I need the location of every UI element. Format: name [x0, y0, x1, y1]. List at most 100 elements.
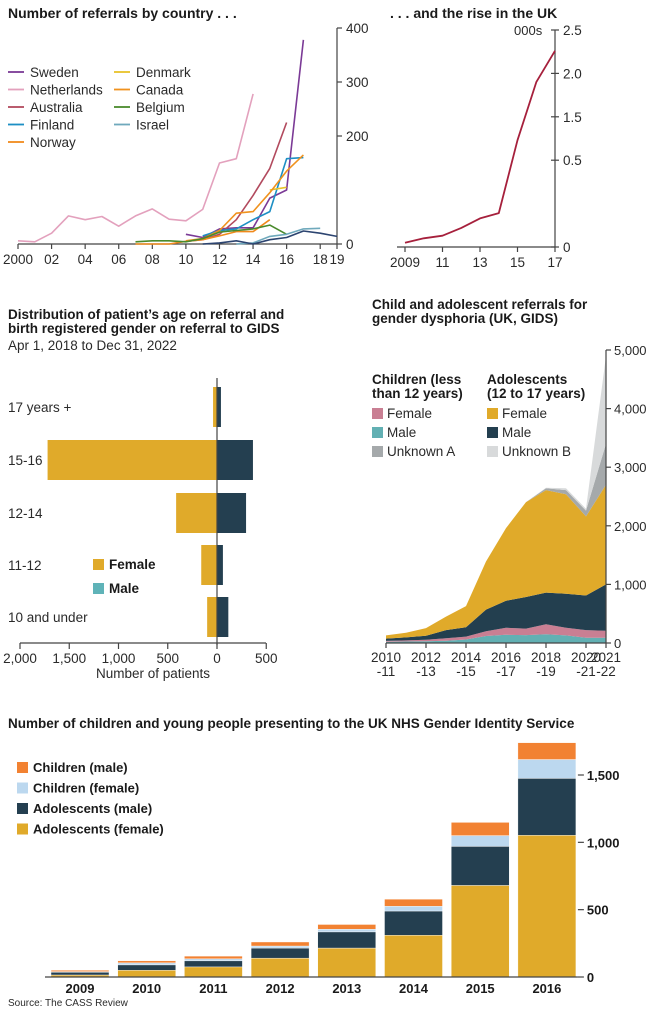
legend-label-finland: Finland [30, 118, 74, 133]
bar-segment-children-male [117, 960, 176, 964]
x-tick-label: 17 [547, 255, 562, 270]
series-line-sweden [185, 39, 305, 239]
y-tick-label: 5,000 [614, 343, 647, 358]
legend-label-israel: Israel [136, 118, 169, 133]
area-children-male [386, 634, 606, 643]
chart-title: Number of children and young people pres… [8, 716, 575, 731]
x-tick-label: 18 [313, 252, 328, 267]
bar-segment-adolescents-female [517, 835, 577, 978]
legend-swatch-unknown-b [487, 446, 498, 457]
x-tick-label: 2009 [390, 255, 420, 270]
series-line-unlabeled [202, 230, 338, 245]
uk-rise-chart: . . . and the rise in the UK 000s 2009 11… [390, 5, 582, 270]
bar-segment-adolescents-male [184, 960, 243, 968]
x-tick-label: -19 [536, 664, 556, 679]
bar-female [213, 387, 217, 427]
age-gender-pyramid-chart: Distribution of patient’s age on referra… [3, 307, 284, 681]
legend-label-male: Male [109, 581, 140, 596]
x-tick-label: 2009 [66, 981, 95, 996]
y-tick-label: 0 [563, 240, 571, 255]
bar-segment-adolescents-male [517, 778, 577, 836]
legend-swatch-female [372, 408, 383, 419]
legend-label-unknown-b: Unknown B [502, 444, 571, 459]
bar-female [201, 545, 217, 585]
legend-label-female: Female [387, 406, 432, 421]
nhs-gids-stacked-bar-chart: Number of children and young people pres… [8, 716, 619, 996]
bar-segment-adolescents-male [250, 947, 310, 959]
category-label: 15-16 [8, 453, 43, 468]
bar-segment-children-male [184, 955, 243, 960]
x-tick-label: 2016 [532, 981, 561, 996]
legend-label-children-male: Children (male) [33, 760, 128, 775]
area-adolescents-male [386, 584, 606, 641]
y-tick-label: 3,000 [614, 460, 647, 475]
area-children-female [386, 624, 606, 642]
gids-referrals-area-chart: Child and adolescent referrals for gende… [371, 297, 647, 679]
x-tick-label: 19 [329, 252, 344, 267]
legend-swatch-female [93, 559, 104, 570]
x-tick-label: 1,500 [52, 651, 86, 666]
x-tick-label: 2016 [491, 650, 521, 665]
bar-segment-adolescents-female [317, 947, 376, 978]
bar-segment-adolescents-male [384, 910, 443, 936]
bar-segment-adolescents-male [451, 846, 510, 886]
bar-segment-children-female [384, 906, 443, 912]
y-tick-label: 400 [346, 21, 369, 36]
x-tick-label: -21 [576, 664, 596, 679]
chart-title-line1: Child and adolescent referrals for [372, 297, 588, 312]
legend-label-sweden: Sweden [30, 65, 79, 80]
x-tick-label: 13 [472, 255, 487, 270]
bar-segment-children-female [317, 928, 376, 933]
bar-female [47, 440, 217, 480]
bar-segment-children-male [384, 898, 443, 907]
legend-swatch-female [487, 408, 498, 419]
category-label: 11-12 [8, 558, 42, 573]
x-tick-label: 15 [510, 255, 525, 270]
bar-segment-children-male [517, 742, 577, 760]
bar-female [207, 597, 217, 637]
x-tick-label: 2015 [466, 981, 495, 996]
x-tick-label: 2000 [3, 252, 33, 267]
y-tick-label: 4,000 [614, 402, 647, 417]
legend-label-adolescents-male: Adolescents (male) [33, 801, 152, 816]
chart-subtitle: Apr 1, 2018 to Dec 31, 2022 [8, 338, 177, 353]
legend-label-canada: Canada [136, 83, 184, 98]
legend-swatch-children-female [17, 782, 28, 794]
bar-segment-adolescents-male [317, 931, 376, 949]
x-tick-label: -13 [416, 664, 436, 679]
y-tick-label: 0 [346, 237, 354, 252]
legend-swatch-children-male [17, 762, 28, 773]
y-tick-label: 2.5 [563, 23, 582, 38]
source-note: Source: The CASS Review [8, 998, 129, 1009]
y-tick-label: 1,000 [587, 835, 620, 850]
bar-male [217, 387, 221, 427]
series-line-australia [185, 122, 288, 243]
bar-male [217, 440, 253, 480]
legend-label-female: Female [502, 406, 547, 421]
legend-label-unknown-a: Unknown A [387, 444, 455, 459]
bar-segment-adolescents-female [384, 935, 443, 978]
bar-segment-children-male [250, 941, 310, 947]
y-tick-label: 2,000 [614, 519, 647, 534]
x-tick-label: 2011 [199, 981, 227, 996]
series-line-uk [404, 50, 556, 244]
x-tick-label: -11 [377, 664, 396, 679]
legend-label-netherlands: Netherlands [30, 83, 103, 98]
legend-swatch-unknown-a [372, 446, 383, 457]
y-tick-label: 0 [614, 636, 621, 651]
x-tick-label: 2012 [266, 981, 295, 996]
chart-title-line1: Distribution of patient’s age on referra… [8, 307, 284, 322]
legend-label-male: Male [502, 425, 531, 440]
bar-segment-children-male [317, 924, 376, 930]
y-tick-label: 1,500 [587, 768, 620, 783]
category-label: 10 and under [8, 610, 88, 625]
bar-segment-adolescents-male [50, 972, 110, 976]
y-tick-label: 500 [587, 903, 609, 918]
legend-group-title: than 12 years) [372, 386, 463, 401]
legend-group-title: (12 to 17 years) [487, 386, 585, 401]
legend-swatch-adolescents-male [17, 803, 28, 814]
legend-label-norway: Norway [30, 135, 76, 150]
y-tick-label: 0 [587, 970, 594, 985]
series-line-israel [236, 227, 321, 245]
x-tick-label: 1,000 [102, 651, 136, 666]
